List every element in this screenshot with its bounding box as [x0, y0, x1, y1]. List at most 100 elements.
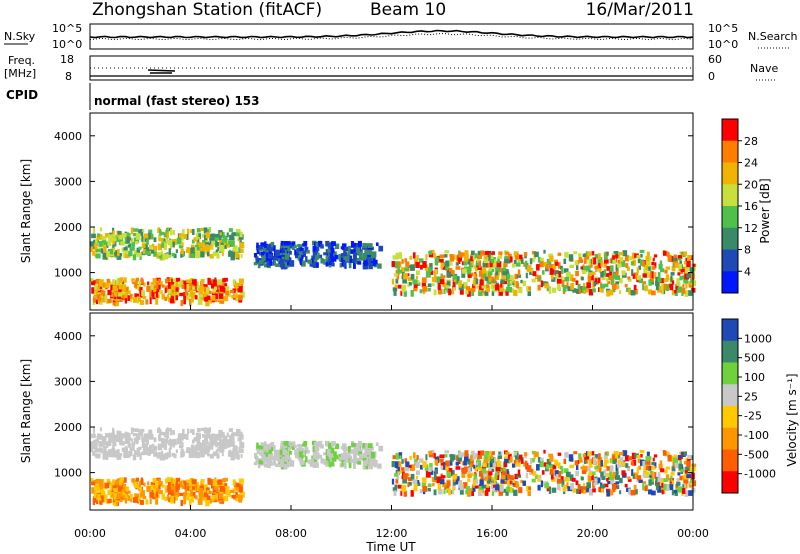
power-cell	[328, 243, 332, 249]
x-tick-label: 00:00	[677, 527, 709, 540]
velocity-cell	[649, 470, 654, 476]
velocity-cell	[648, 467, 651, 471]
velocity-cell	[198, 491, 204, 498]
power-cell	[528, 286, 531, 291]
power-cell	[206, 245, 211, 252]
velocity-cell	[151, 489, 156, 497]
power-cell	[573, 251, 578, 255]
power-cell	[226, 232, 229, 238]
power-cell	[391, 278, 395, 285]
velocity-cell	[147, 481, 150, 486]
velocity-cell	[240, 448, 244, 454]
velocity-cell	[412, 452, 416, 459]
power-cell	[574, 260, 579, 266]
power-cell	[312, 251, 318, 259]
power-cell	[609, 265, 614, 272]
velocity-cell	[405, 461, 410, 468]
velocity-cell	[329, 451, 334, 458]
velocity-cell	[532, 471, 537, 477]
velocity-cell	[306, 450, 310, 454]
power-cell	[180, 299, 184, 307]
velocity-cell	[637, 458, 641, 464]
power-cell	[669, 284, 674, 291]
velocity-cell	[201, 493, 207, 501]
power-cell	[168, 288, 173, 295]
power-cell	[633, 272, 638, 280]
velocity-cell	[617, 459, 621, 464]
power-cell	[343, 256, 348, 261]
power-cell	[660, 278, 665, 284]
velocity-cell	[642, 473, 647, 478]
power-cell	[343, 249, 346, 255]
power-cell	[592, 281, 595, 288]
velocity-cell	[355, 447, 360, 455]
velocity-cell	[199, 485, 204, 491]
velocity-cell	[135, 477, 139, 482]
power-cell	[164, 287, 167, 294]
power-cell	[443, 254, 448, 258]
power-cell	[351, 242, 356, 247]
power-cell	[190, 295, 194, 303]
velocity-cell	[683, 461, 687, 465]
velocity-cell	[153, 445, 158, 451]
velocity-cell	[289, 460, 295, 467]
power-cell	[91, 233, 96, 239]
power-cell	[636, 267, 639, 274]
power-cell	[172, 280, 175, 285]
power-cell	[201, 293, 207, 301]
velocity-cell	[223, 487, 226, 493]
power-cell	[316, 245, 320, 252]
power-cell	[441, 265, 446, 270]
power-cell	[685, 257, 689, 263]
power-cell	[548, 253, 554, 258]
velocity-cell	[357, 440, 362, 447]
velocity-cell	[646, 460, 651, 466]
velocity-cell	[168, 448, 171, 455]
power-cell	[582, 266, 588, 273]
velocity-cell	[452, 474, 457, 480]
velocity-cell	[529, 458, 533, 465]
power-cell	[620, 261, 626, 267]
power-cell	[314, 244, 319, 251]
power-cell	[409, 281, 412, 286]
velocity-cell	[690, 478, 695, 484]
velocity-cell	[456, 462, 459, 466]
power-cell	[190, 229, 193, 234]
velocity-cell	[610, 479, 615, 486]
power-cell	[235, 294, 241, 302]
power-cell	[576, 289, 579, 294]
velocity-cell	[126, 436, 130, 444]
velocity-cell	[506, 486, 511, 492]
date-label: 16/Mar/2011	[586, 0, 694, 20]
velocity-cell	[211, 440, 215, 446]
velocity-cell	[489, 460, 493, 468]
velocity-cell	[544, 483, 550, 489]
power-cell	[619, 290, 622, 295]
velocity-cell	[316, 445, 320, 452]
velocity-cell	[349, 458, 354, 463]
power-cell	[502, 280, 508, 285]
power-cell	[477, 254, 482, 260]
power-cell	[113, 233, 116, 238]
power-cell	[530, 258, 535, 263]
power-cell	[606, 277, 609, 282]
velocity-cell	[161, 484, 165, 488]
power-cell	[628, 288, 632, 295]
velocity-cell	[238, 495, 243, 501]
power-cell	[569, 264, 575, 269]
velocity-cell	[132, 444, 135, 451]
power-cell	[557, 283, 561, 291]
power-cell	[430, 249, 435, 254]
power-cell	[480, 274, 483, 280]
power-cell	[625, 263, 629, 268]
velocity-cell	[187, 428, 190, 435]
velocity-cell	[416, 470, 420, 475]
velocity-cell	[413, 483, 418, 490]
velocity-cell	[416, 479, 420, 484]
power-cell	[264, 257, 269, 262]
power-cell	[493, 278, 496, 284]
power-cell	[205, 299, 210, 307]
velocity-cell	[203, 427, 208, 434]
power-cell	[98, 280, 104, 287]
